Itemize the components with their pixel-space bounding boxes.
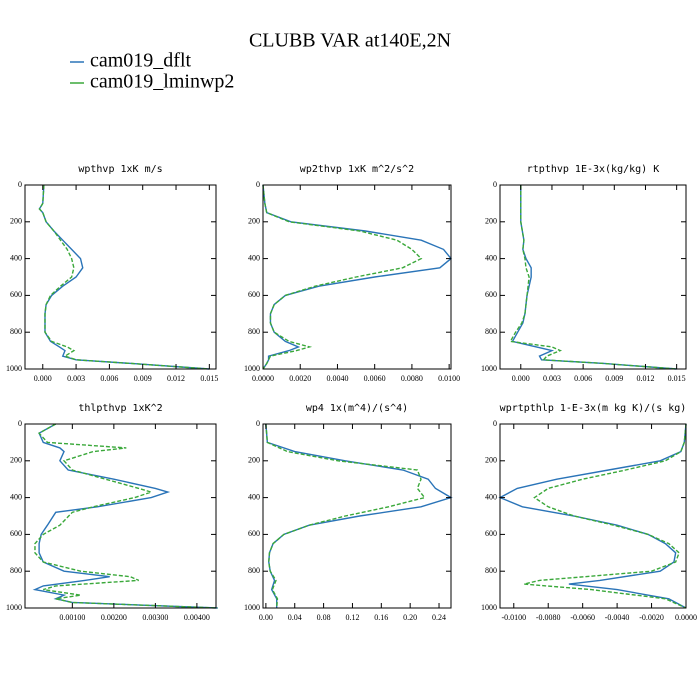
y-tick-label: 600 [485, 529, 497, 538]
profile-line [34, 423, 218, 609]
profile-line [38, 184, 210, 370]
y-tick-label: 0 [18, 419, 22, 428]
y-tick-label: 1000 [6, 364, 22, 373]
y-tick-label: 800 [10, 327, 22, 336]
y-tick-label: 200 [248, 217, 260, 226]
x-tick-label: 0.00400 [184, 613, 210, 622]
x-tick-label: 0.00 [259, 613, 273, 622]
x-tick-label: 0.006 [574, 374, 592, 383]
x-tick-label: 0.015 [668, 374, 686, 383]
x-tick-label: 0.0020 [289, 374, 311, 383]
y-tick-label: 1000 [244, 364, 260, 373]
panel-title: thlpthvp 1xK^2 [78, 403, 162, 414]
x-tick-label: 0.006 [100, 374, 118, 383]
x-tick-label: 0.000 [512, 374, 530, 383]
plot-frame [262, 184, 452, 370]
y-tick-label: 200 [485, 217, 497, 226]
profile-line [32, 423, 218, 609]
y-tick-label: 400 [485, 492, 497, 501]
x-tick-label: -0.0020 [639, 613, 664, 622]
legend-label: cam019_dflt [90, 50, 192, 72]
x-tick-label: 0.012 [636, 374, 654, 383]
plot-frame [24, 184, 217, 370]
x-tick-label: 0.009 [134, 374, 152, 383]
x-tick-label: 0.0040 [326, 374, 348, 383]
y-tick-label: 600 [248, 290, 260, 299]
y-tick-label: 800 [485, 566, 497, 575]
x-tick-label: -0.0100 [501, 613, 526, 622]
x-tick-label: 0.16 [374, 613, 388, 622]
y-tick-label: 200 [485, 456, 497, 465]
x-tick-label: 0.012 [167, 374, 185, 383]
panel-title: wp2thvp 1xK m^2/s^2 [300, 164, 414, 175]
panel-title: wp4 1x(m^4)/(s^4) [306, 403, 408, 414]
y-tick-label: 200 [10, 217, 22, 226]
x-tick-label: 0.08 [317, 613, 331, 622]
panel-title: wpthvp 1xK m/s [78, 164, 162, 175]
x-tick-label: -0.0040 [605, 613, 630, 622]
y-tick-label: 600 [10, 290, 22, 299]
y-tick-label: 400 [10, 492, 22, 501]
y-tick-label: 0 [256, 419, 260, 428]
x-tick-label: 0.04 [288, 613, 302, 622]
x-tick-label: 0.0060 [364, 374, 386, 383]
y-tick-label: 400 [485, 253, 497, 262]
profile-line [265, 423, 426, 609]
y-tick-label: 600 [248, 529, 260, 538]
x-tick-label: 0.00100 [59, 613, 85, 622]
y-tick-label: 800 [248, 327, 260, 336]
y-tick-label: 800 [485, 327, 497, 336]
profile-line [498, 423, 687, 609]
x-tick-label: 0.0100 [438, 374, 460, 383]
profile-line [262, 184, 423, 370]
plot-frame [262, 423, 452, 609]
x-tick-label: 0.00200 [101, 613, 127, 622]
x-tick-label: 0.20 [403, 613, 417, 622]
profile-line [509, 185, 677, 370]
plot-frame [499, 423, 687, 609]
x-tick-label: 0.12 [345, 613, 359, 622]
x-tick-label: 0.015 [200, 374, 218, 383]
y-tick-label: 400 [10, 253, 22, 262]
y-tick-label: 1000 [244, 603, 260, 612]
x-tick-label: 0.00300 [142, 613, 168, 622]
x-tick-label: 0.0000 [675, 613, 697, 622]
y-tick-label: 200 [10, 456, 22, 465]
x-tick-label: 0.0000 [252, 374, 274, 383]
y-tick-label: 400 [248, 492, 260, 501]
figure-title: CLUBB VAR at140E,2N [249, 30, 451, 52]
y-tick-label: 0 [493, 419, 497, 428]
y-tick-label: 800 [10, 566, 22, 575]
x-tick-label: 0.003 [543, 374, 561, 383]
x-tick-label: 0.000 [34, 374, 52, 383]
y-tick-label: 600 [10, 529, 22, 538]
panel-title: wprtpthlp 1-E-3x(m kg K)/(s kg) [500, 403, 687, 414]
y-tick-label: 1000 [481, 603, 497, 612]
y-tick-label: 400 [248, 253, 260, 262]
y-tick-label: 1000 [481, 364, 497, 373]
legend-label: cam019_lminwp2 [90, 71, 234, 93]
panel-title: rtpthvp 1E-3x(kg/kg) K [527, 164, 659, 175]
y-tick-label: 1000 [6, 603, 22, 612]
x-tick-label: 0.0080 [401, 374, 423, 383]
x-tick-label: -0.0060 [570, 613, 595, 622]
y-tick-label: 0 [18, 180, 22, 189]
x-tick-label: 0.009 [605, 374, 623, 383]
y-tick-label: 0 [256, 180, 260, 189]
x-tick-label: -0.0080 [536, 613, 561, 622]
y-tick-label: 800 [248, 566, 260, 575]
profile-line [523, 423, 687, 609]
y-tick-label: 0 [493, 180, 497, 189]
plot-frame [24, 423, 217, 609]
plot-frame [499, 184, 687, 370]
y-tick-label: 200 [248, 456, 260, 465]
x-tick-label: 0.003 [67, 374, 85, 383]
y-tick-label: 600 [485, 290, 497, 299]
x-tick-label: 0.24 [432, 613, 446, 622]
